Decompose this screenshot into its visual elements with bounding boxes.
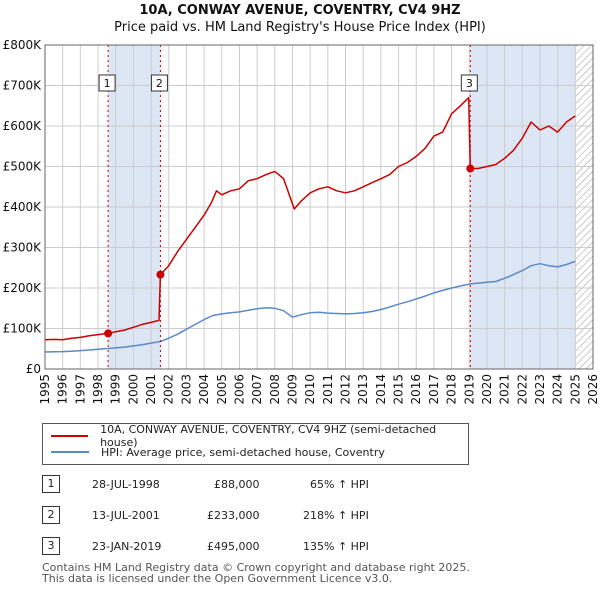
x-tick-label: 1999 <box>109 374 123 405</box>
legend-swatch-hpi <box>51 451 89 453</box>
chart-legend: 10A, CONWAY AVENUE, COVENTRY, CV4 9HZ (s… <box>42 423 469 465</box>
y-tick-label: £200K <box>3 281 43 295</box>
sale-point <box>466 164 475 173</box>
x-tick-label: 2014 <box>374 374 388 405</box>
sale-marker-label: 3 <box>466 77 473 90</box>
y-tick-label: £500K <box>3 160 43 174</box>
footer-copyright: Contains HM Land Registry data © Crown c… <box>42 561 470 574</box>
y-tick-label: £600K <box>3 119 43 133</box>
y-tick-label: £700K <box>3 79 43 93</box>
chart-title: 10A, CONWAY AVENUE, COVENTRY, CV4 9HZ <box>139 3 461 18</box>
x-tick-label: 2001 <box>144 374 158 405</box>
sale-row: 1 28-JUL-1998 £88,000 65% ↑ HPI <box>42 475 562 495</box>
legend-label-hpi: HPI: Average price, semi-detached house,… <box>101 445 385 459</box>
sale-hpi-change: 218% ↑ HPI <box>303 509 369 522</box>
x-tick-label: 1996 <box>56 374 70 405</box>
footer-licence: This data is licensed under the Open Gov… <box>42 572 393 585</box>
sale-date: 13-JUL-2001 <box>92 509 160 522</box>
y-tick-label: £400K <box>3 200 43 214</box>
x-tick-label: 2007 <box>250 374 264 405</box>
sale-number-badge: 2 <box>42 506 60 524</box>
x-tick-label: 2023 <box>533 374 547 405</box>
sale-date: 23-JAN-2019 <box>92 540 162 553</box>
x-tick-label: 2012 <box>339 374 353 405</box>
x-tick-label: 2010 <box>303 374 317 405</box>
chart-subtitle: Price paid vs. HM Land Registry's House … <box>114 20 486 35</box>
sale-point <box>156 270 165 279</box>
x-tick-label: 2024 <box>551 374 565 405</box>
y-tick-label: £0 <box>26 362 41 376</box>
y-tick-label: £800K <box>3 38 43 52</box>
sale-marker-box <box>150 74 168 92</box>
legend-swatch-price <box>51 435 89 437</box>
price-chart: 1 2 3 £0 £100K £200K £300K £400K £500K £600K £700… <box>3 38 600 405</box>
x-tick-label: 2004 <box>197 374 211 405</box>
legend-label-price: 10A, CONWAY AVENUE, COVENTRY, CV4 9HZ (s… <box>100 423 437 449</box>
sale-point <box>104 329 113 338</box>
sale-price: £495,000 <box>207 540 260 553</box>
sale-price: £233,000 <box>207 509 260 522</box>
hpi-line <box>44 260 576 353</box>
x-tick-label: 2017 <box>427 374 441 405</box>
sale-date: 28-JUL-1998 <box>92 478 160 491</box>
x-tick-label: 2016 <box>409 374 423 405</box>
x-tick-label: 2022 <box>515 374 529 405</box>
x-tick-label: 2005 <box>215 374 229 405</box>
x-tick-label: 2025 <box>568 374 582 405</box>
x-tick-label: 2003 <box>179 374 193 405</box>
sale-row: 2 13-JUL-2001 £233,000 218% ↑ HPI <box>42 506 562 526</box>
x-tick-label: 2002 <box>162 374 176 405</box>
sale-hpi-change: 65% ↑ HPI <box>310 478 369 491</box>
x-tick-label: 2008 <box>268 374 282 405</box>
sale-hpi-change: 135% ↑ HPI <box>303 540 369 553</box>
x-tick-label: 2011 <box>321 374 335 405</box>
x-tick-label: 2000 <box>126 374 140 405</box>
y-tick-label: £300K <box>3 241 43 255</box>
sale-number-badge: 1 <box>42 475 60 493</box>
x-tick-label: 2019 <box>462 374 476 405</box>
x-tick-label: 2006 <box>232 374 246 405</box>
legend-item-price: 10A, CONWAY AVENUE, COVENTRY, CV4 9HZ (s… <box>51 423 468 449</box>
price-paid-line <box>44 96 576 341</box>
sale-marker-box <box>98 74 116 92</box>
x-tick-label: 2018 <box>445 374 459 405</box>
x-tick-label: 2021 <box>498 374 512 405</box>
sale-price: £88,000 <box>214 478 260 491</box>
x-tick-label: 2026 <box>586 374 600 405</box>
x-tick-label: 2009 <box>285 374 299 405</box>
x-tick-label: 1998 <box>91 374 105 405</box>
sale-number-badge: 3 <box>42 537 60 555</box>
x-tick-label: 2020 <box>480 374 494 405</box>
sale-row: 3 23-JAN-2019 £495,000 135% ↑ HPI <box>42 537 562 557</box>
x-tick-label: 1997 <box>73 374 87 405</box>
footer-notice: Contains HM Land Registry data © Crown c… <box>42 562 470 584</box>
sale-marker-label: 1 <box>104 77 111 90</box>
legend-item-hpi: HPI: Average price, semi-detached house,… <box>51 444 385 460</box>
x-tick-label: 2013 <box>356 374 370 405</box>
plot-frame <box>44 44 594 370</box>
sale-marker-box <box>460 74 478 92</box>
y-tick-label: £100K <box>3 322 43 336</box>
x-tick-label: 2015 <box>392 374 406 405</box>
sale-marker-label: 2 <box>156 77 163 90</box>
x-tick-label: 1995 <box>38 374 52 405</box>
